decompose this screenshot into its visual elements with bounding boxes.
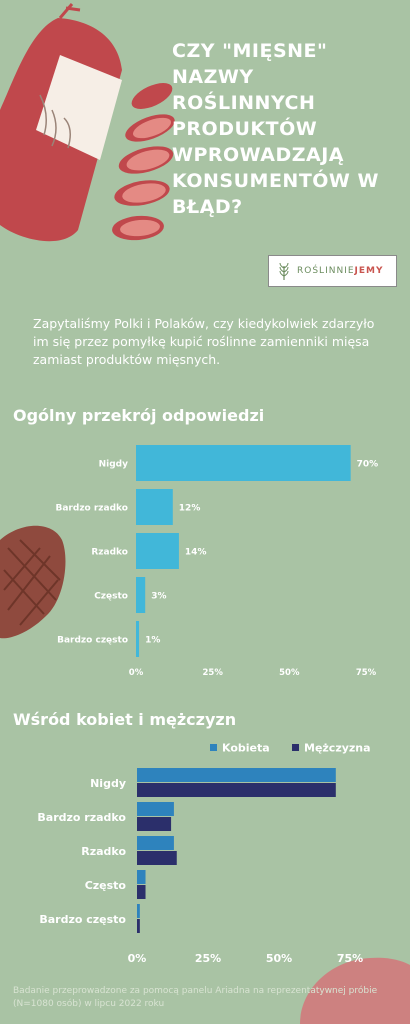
category-label: Rzadko <box>81 845 126 858</box>
x-tick-label: 25% <box>195 952 221 965</box>
bar-kobieta <box>137 904 140 918</box>
sausage-slices-illustration <box>112 83 175 241</box>
legend-swatch <box>210 744 217 751</box>
category-label: Bardzo często <box>57 636 128 646</box>
bar-kobieta <box>137 870 146 884</box>
bar-kobieta <box>137 802 174 816</box>
category-label: Bardzo często <box>39 913 126 926</box>
category-label: Bardzo rzadko <box>56 504 129 514</box>
bar-mezczyzna <box>137 783 336 797</box>
bar <box>136 445 351 481</box>
brand-logo: ROŚLINNIEJEMY <box>268 255 397 287</box>
data-label: 14% <box>185 548 207 558</box>
bar <box>136 533 179 569</box>
category-label: Często <box>94 592 128 602</box>
bar <box>136 489 173 525</box>
category-label: Nigdy <box>99 460 129 470</box>
legend-swatch <box>292 744 299 751</box>
logo-text: ROŚLINNIEJEMY <box>297 266 384 276</box>
footnote: Badanie przeprowadzone za pomocą panelu … <box>13 986 378 1009</box>
data-label: 12% <box>179 504 201 514</box>
data-label: 70% <box>357 460 379 470</box>
legend-label: Kobieta <box>222 742 270 755</box>
legend-label: Mężczyzna <box>304 742 371 755</box>
section-title-overall: Ogólny przekrój odpowiedzi <box>13 406 265 425</box>
bar-mezczyzna <box>137 885 146 899</box>
overall-bar-chart: Nigdy 70% Bardzo rzadko 12% Rzadko 14% Często 3… <box>56 445 379 678</box>
bar-kobieta <box>137 768 336 782</box>
data-label: 3% <box>151 592 166 602</box>
x-tick-label: 75% <box>337 952 363 965</box>
bar <box>136 621 140 657</box>
bar-mezczyzna <box>137 817 172 831</box>
wheat-icon <box>279 262 289 280</box>
page-title: CZY "MIĘSNE" NAZWY ROŚLINNYCH PRODUKTÓW … <box>172 40 379 218</box>
bar <box>136 577 146 613</box>
section-title-gender: Wśród kobiet i mężczyzn <box>13 710 237 729</box>
gender-bar-chart: Kobieta Mężczyzna Nigdy Bardzo rzadko Rzadko… <box>37 742 371 966</box>
meat-illustration <box>300 957 410 1024</box>
intro-text: Zapytaliśmy Polki i Polaków, czy kiedyko… <box>33 316 375 367</box>
bar-mezczyzna <box>137 851 177 865</box>
sausage-illustration <box>0 3 122 242</box>
x-tick-label: 0% <box>128 952 147 965</box>
bar-mezczyzna <box>137 919 140 933</box>
bar-kobieta <box>137 836 174 850</box>
category-label: Często <box>85 879 127 892</box>
data-label: 1% <box>145 636 160 646</box>
category-label: Nigdy <box>90 777 126 790</box>
x-tick-label: 25% <box>202 668 223 678</box>
category-label: Bardzo rzadko <box>37 811 126 824</box>
x-tick-label: 50% <box>279 668 300 678</box>
x-tick-label: 75% <box>356 668 377 678</box>
x-tick-label: 50% <box>266 952 292 965</box>
steak-illustration <box>0 525 66 639</box>
x-tick-label: 0% <box>129 668 144 678</box>
category-label: Rzadko <box>91 548 128 558</box>
